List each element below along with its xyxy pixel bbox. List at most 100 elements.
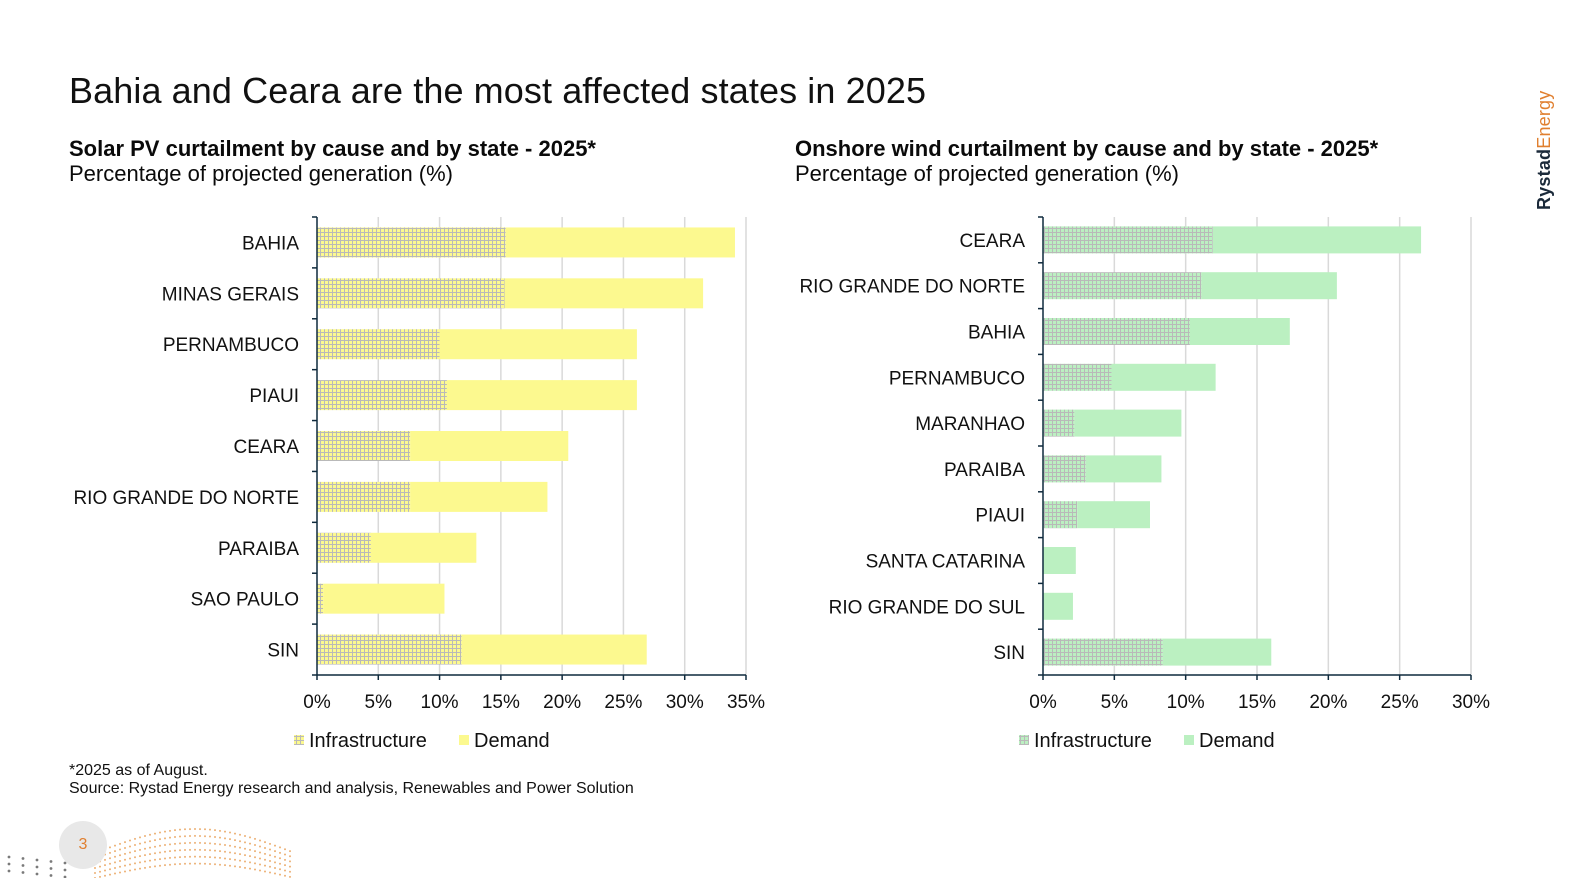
deco-dot [284,853,286,856]
deco-dot [199,855,201,858]
solar-chart-subtitle: Percentage of projected generation (%) [69,161,454,186]
deco-dot [159,838,161,841]
deco-dot [184,842,186,845]
deco-dot [269,860,271,863]
deco-dot [144,854,146,857]
deco-dot [149,846,151,849]
deco-dot [149,859,151,862]
x-tick-label: 15% [1238,692,1276,713]
deco-dot [114,866,116,869]
deco-dot [164,850,166,853]
category-label: PIAUI [975,506,1025,527]
deco-dot [7,855,11,859]
deco-dot [21,857,25,860]
deco-dot [154,845,156,848]
x-tick-label: 5% [1101,692,1129,713]
footnote: *2025 as of August. [69,762,208,779]
deco-dot [129,857,131,860]
bar-demand [1085,455,1162,483]
bar-infrastructure [317,329,440,360]
deco-dot [109,851,111,854]
bar-infrastructure [1043,501,1078,529]
legend-swatch-demand [1184,735,1194,745]
bar-infrastructure [1043,226,1213,254]
deco-dot [239,859,241,862]
deco-dot [239,846,241,849]
category-label: RIO GRANDE DO NORTE [799,277,1025,298]
x-tick-label: 0% [1029,692,1057,713]
deco-dot [99,875,101,878]
bar-demand [461,634,647,665]
deco-dot [129,863,131,866]
deco-dot [164,837,166,840]
deco-dot [114,872,116,875]
category-label: PERNAMBUCO [889,368,1025,389]
deco-dot [169,856,171,859]
deco-dot [124,846,126,849]
deco-dot [114,844,116,847]
deco-dot [274,844,276,847]
deco-dot [149,833,151,836]
bar-infrastructure [317,532,371,563]
deco-dot [179,856,181,859]
x-tick-label: 10% [1167,692,1205,713]
category-label: MINAS GERAIS [162,284,299,305]
x-tick-label: 15% [482,692,520,713]
bar-demand [1043,592,1073,620]
deco-dot [194,848,196,851]
category-label: PIAUI [249,386,299,407]
deco-dot [279,868,281,871]
deco-dot [244,841,246,844]
legend-swatch-infrastructure [294,735,304,745]
deco-dot [229,838,231,841]
deco-dot [219,836,221,839]
deco-dot [174,842,176,845]
deco-dot [289,865,291,868]
deco-dot [244,835,246,838]
deco-dot [94,872,96,874]
deco-dot [159,844,161,847]
deco-dot [184,862,186,865]
deco-dot [109,862,111,865]
deco-dot [159,851,161,854]
deco-dot [109,846,111,849]
deco-dot [144,835,146,838]
deco-dot [164,857,166,860]
solar-chart: BAHIA MINAS GERAIS PERNAMBUCO PIAUI CEARA RIO… [73,216,765,752]
deco-dot [194,834,196,837]
page-title: Bahia and Ceara are the most affected st… [69,70,927,111]
deco-dot [129,845,131,848]
solar-chart-header: Solar PV curtailment by cause and by sta… [69,136,596,186]
deco-dot [194,862,196,865]
deco-dot [169,850,171,853]
deco-dot [209,842,211,845]
x-tick-label: 30% [1452,692,1490,713]
deco-dot [289,855,291,858]
deco-dot [124,864,126,867]
deco-dot [144,860,146,863]
deco-dot [35,858,39,862]
deco-dot [49,874,53,877]
x-tick-label: 35% [727,692,765,713]
deco-dot [229,831,231,834]
category-label: SIN [267,641,299,662]
deco-dot [199,862,201,865]
deco-dot [279,857,281,860]
deco-dot [189,848,191,851]
deco-dot [169,843,171,846]
deco-dot [264,852,266,855]
deco-dot [234,845,236,848]
deco-dot [109,868,111,871]
deco-dot [184,828,186,831]
deco-dot [189,855,191,858]
deco-dot [35,872,39,876]
deco-dot [174,836,176,839]
deco-dot [164,844,166,847]
bar-infrastructure [317,481,411,512]
deco-dot [219,850,221,853]
deco-dot [214,856,216,859]
deco-dot [169,836,171,839]
category-label: PARAIBA [218,539,299,560]
brand-logo: RystadEnergy [1534,91,1555,210]
deco-dot [194,841,196,844]
